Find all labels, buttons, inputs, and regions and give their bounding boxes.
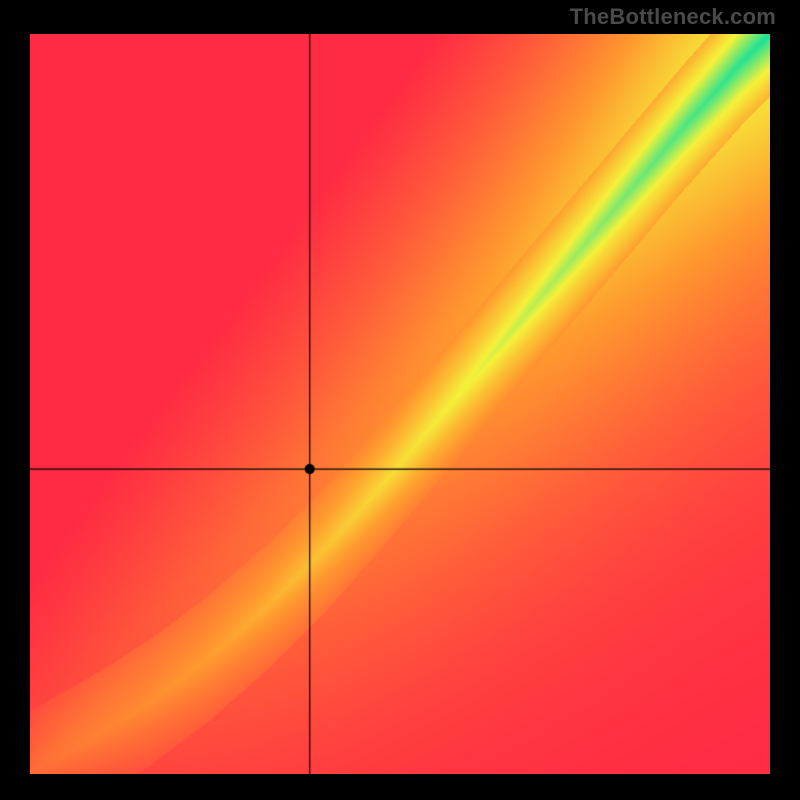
chart-frame: TheBottleneck.com (0, 0, 800, 800)
bottleneck-heatmap (30, 34, 770, 774)
watermark-text: TheBottleneck.com (570, 4, 776, 30)
